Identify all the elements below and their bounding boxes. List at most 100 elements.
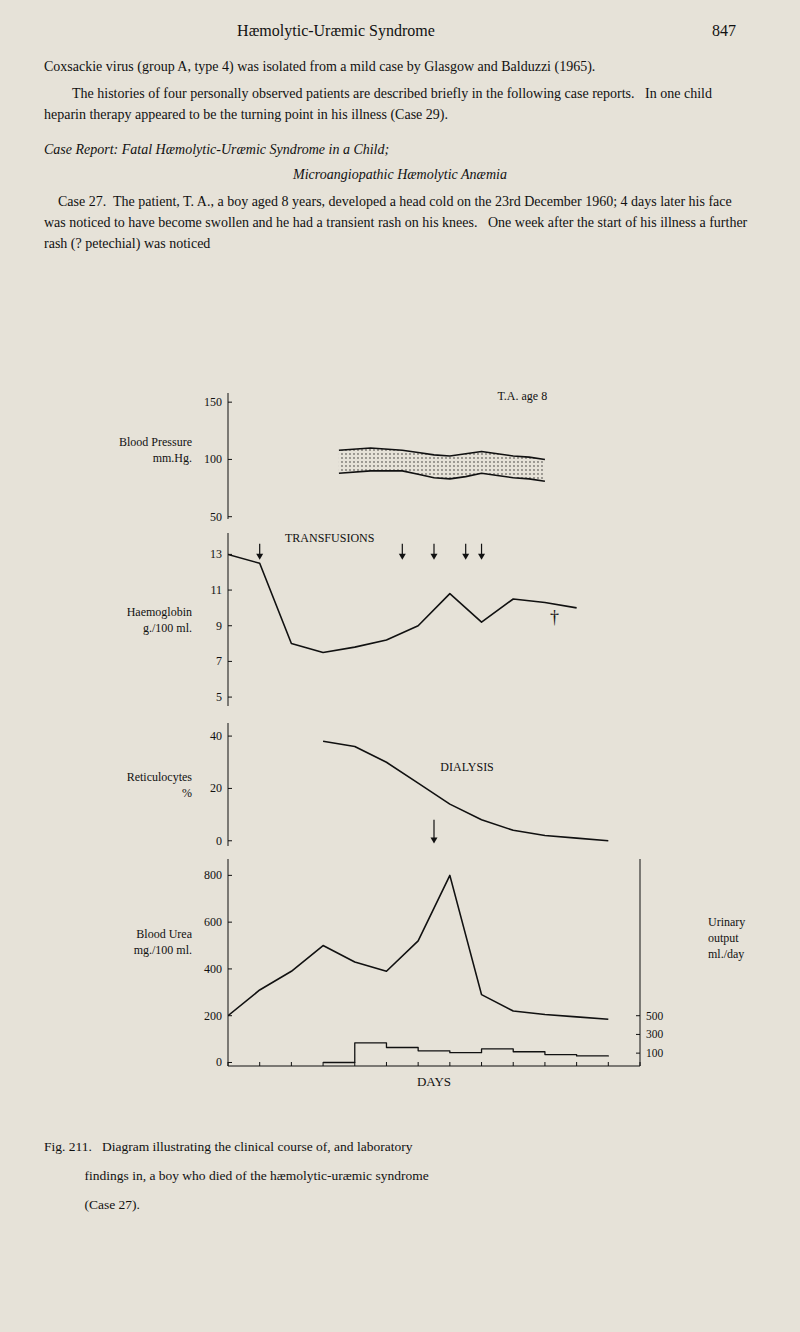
annotation: † — [550, 607, 559, 627]
plot-area — [339, 448, 545, 481]
y-tick-label: 11 — [210, 583, 222, 597]
charts: 50 100 150 Blood Pressuremm.Hg. T.A. age 8 5 7… — [0, 0, 800, 1332]
y-tick-label: 400 — [204, 962, 222, 976]
label-line: mm.Hg. — [153, 451, 192, 465]
x-tick — [386, 1062, 387, 1066]
y2-tick-label: 100 — [646, 1047, 664, 1059]
y-tick-label: 5 — [216, 690, 222, 704]
caption: Fig. 211. Diagram illustrating the clini… — [44, 1132, 429, 1219]
line — [339, 448, 545, 459]
x-tick — [481, 1062, 482, 1066]
y-tick — [228, 1062, 232, 1063]
plot-area — [228, 544, 577, 653]
arrow — [478, 544, 485, 560]
paragraph: Coxsackie virus (group A, type 4) was is… — [44, 56, 756, 77]
y-tick-label: 20 — [210, 781, 222, 795]
plot-area — [228, 875, 608, 1062]
annotation: DIALYSIS — [440, 760, 493, 774]
arrow — [431, 820, 438, 844]
caption-line: findings in, a boy who died of the hæmol… — [44, 1161, 429, 1190]
x-label: DAYS — [417, 1074, 451, 1089]
panel: 0 20 40 Reticulocytes% DIALYSIS — [127, 723, 609, 848]
y-tick — [228, 459, 232, 460]
x-axis — [228, 1066, 640, 1067]
case-text: Case 27. The patient, T. A., a boy aged … — [44, 191, 756, 254]
y-tick-label: 0 — [216, 834, 222, 848]
y-tick-label: 100 — [204, 452, 222, 466]
label-line: Haemoglobin — [127, 605, 192, 619]
label-line: Reticulocytes — [127, 770, 193, 784]
label-line: g./100 ml. — [143, 621, 192, 635]
arrow — [256, 544, 263, 560]
y-tick-label: 150 — [204, 395, 222, 409]
y-label: Blood Pressuremm.Hg. — [119, 435, 192, 465]
label-line: mg./100 ml. — [134, 943, 192, 957]
y2-tick — [636, 1015, 640, 1016]
y-tick — [228, 661, 232, 662]
panel: 5 7 9 11 13 Haemoglobin g./100 ml. TRANSFUSIONS… — [127, 531, 577, 706]
y-label: Haemoglobin g./100 ml. — [127, 605, 192, 635]
y-axis — [228, 859, 229, 1066]
plot-area — [323, 741, 608, 843]
y-tick — [228, 590, 232, 591]
arrow-head — [431, 554, 438, 560]
x-tick — [544, 1062, 545, 1066]
x-tick — [418, 1062, 419, 1066]
arrow — [399, 544, 406, 560]
x-tick — [608, 1062, 609, 1066]
page-title: Hæmolytic-Uræmic Syndrome — [237, 22, 435, 40]
annotation: T.A. age 8 — [497, 389, 547, 403]
x-tick — [291, 1062, 292, 1066]
y-axis — [228, 393, 229, 519]
x-tick — [449, 1062, 450, 1066]
x-tick — [228, 1062, 229, 1066]
y-tick — [228, 922, 232, 923]
label-line: output — [708, 931, 739, 945]
paragraph: The histories of four personally observe… — [44, 83, 756, 125]
case-title: Case Report: Fatal Hæmolytic-Uræmic Synd… — [44, 139, 756, 160]
label-line: % — [182, 786, 192, 800]
y-tick-label: 800 — [204, 868, 222, 882]
y-tick-label: 13 — [210, 547, 222, 561]
text-body: Coxsackie virus (group A, type 4) was is… — [44, 56, 756, 254]
arrow-head — [478, 554, 485, 560]
band — [339, 448, 545, 481]
arrow — [431, 544, 438, 560]
y-tick — [228, 402, 232, 403]
y2-tick-label: 500 — [646, 1010, 664, 1022]
case-title: Microangiopathic Hæmolytic Anæmia — [44, 164, 756, 185]
x-tick — [513, 1062, 514, 1066]
page-number: 847 — [712, 22, 736, 40]
arrow-head — [256, 554, 263, 560]
label-line: Urinary — [708, 915, 745, 929]
line — [339, 471, 545, 481]
y-tick — [228, 788, 232, 789]
line — [228, 554, 577, 652]
y-tick — [228, 736, 232, 737]
y-tick-label: 7 — [216, 654, 222, 668]
y-tick-label: 50 — [210, 510, 222, 524]
y-tick — [228, 516, 232, 517]
line — [323, 741, 608, 840]
annotation: TRANSFUSIONS — [285, 531, 374, 545]
y-axis — [228, 533, 229, 706]
y-tick-label: 40 — [210, 729, 222, 743]
line — [323, 1043, 608, 1063]
y-tick — [228, 625, 232, 626]
label-line: ml./day — [708, 947, 744, 961]
caption-line: (Case 27). — [44, 1190, 429, 1219]
y2-label: Urinary output ml./day — [708, 915, 745, 961]
y-tick-label: 0 — [216, 1055, 222, 1069]
label-line: Blood Urea — [136, 927, 192, 941]
arrow — [462, 544, 469, 560]
caption-line: Fig. 211. Diagram illustrating the clini… — [44, 1132, 429, 1161]
y-tick — [228, 697, 232, 698]
y2-tick-label: 300 — [646, 1028, 664, 1040]
y-tick — [228, 875, 232, 876]
arrow-shaft — [433, 820, 434, 840]
y-tick — [228, 968, 232, 969]
y-tick-label: 9 — [216, 619, 222, 633]
y-tick — [228, 840, 232, 841]
y-label: Blood Urea mg./100 ml. — [134, 927, 193, 957]
y-axis — [228, 723, 229, 846]
